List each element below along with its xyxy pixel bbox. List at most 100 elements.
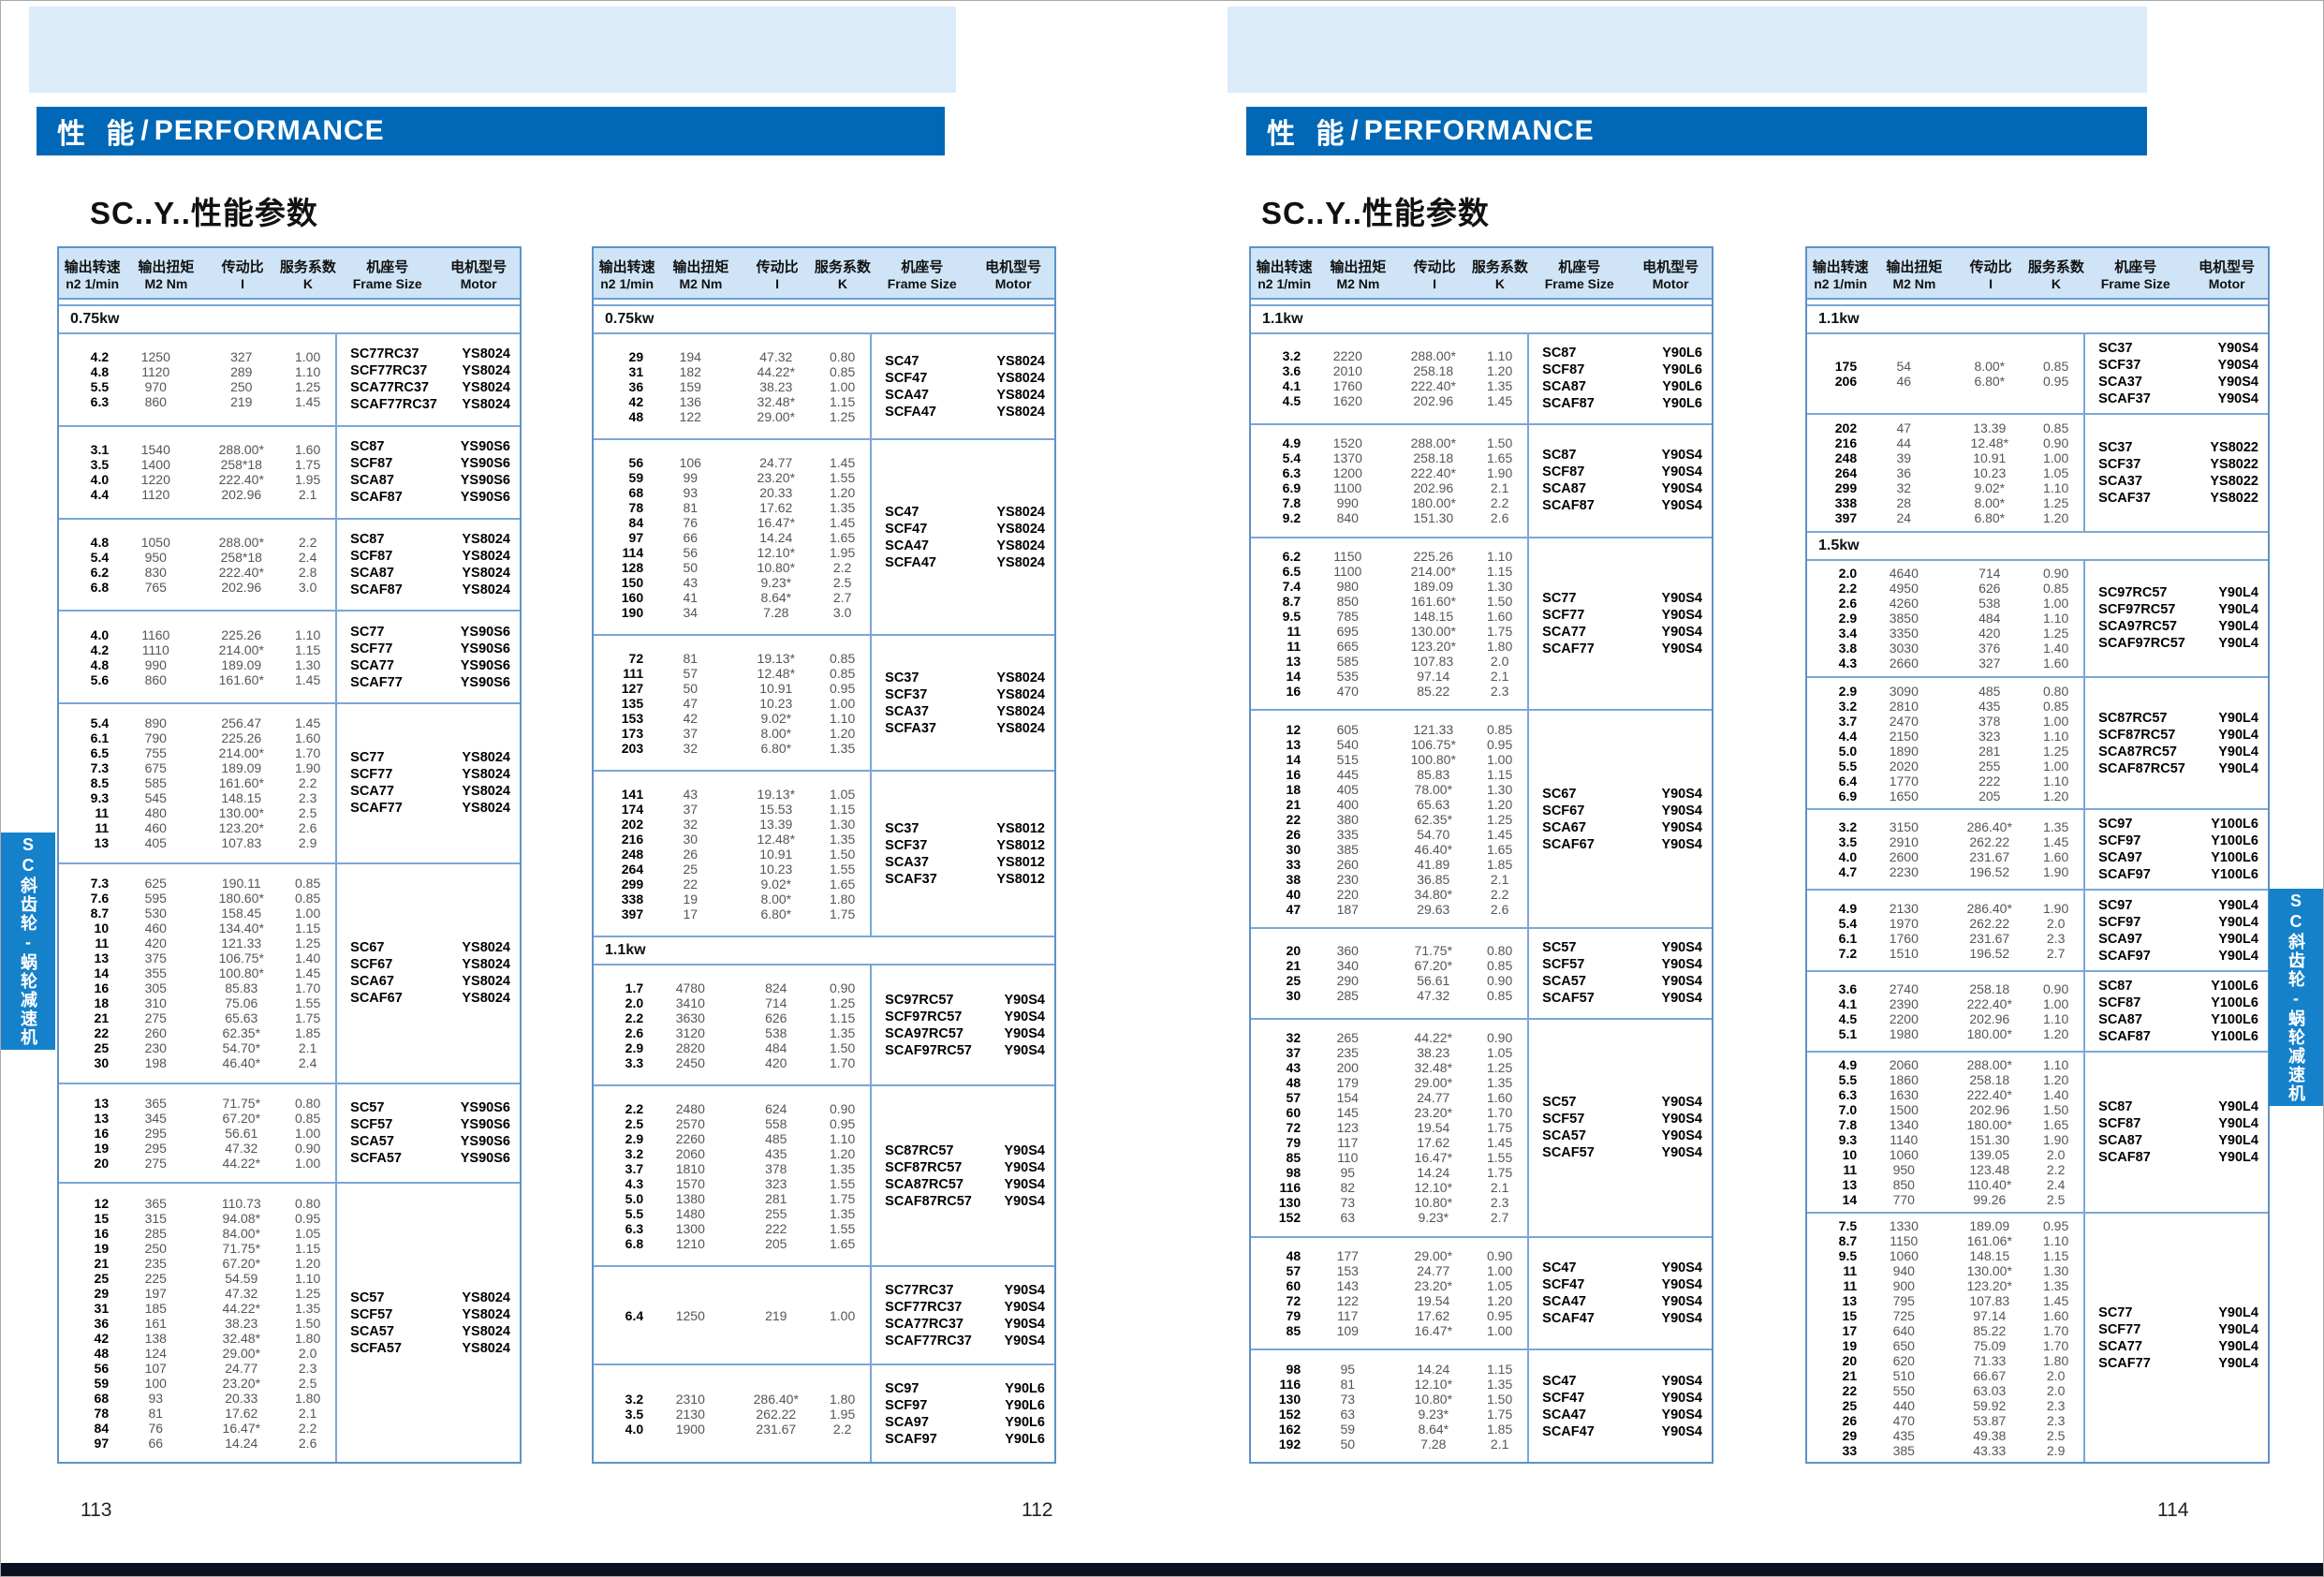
motor-model-cell: YS8022	[2210, 456, 2258, 472]
n2-speed-cell: 202	[1834, 420, 1858, 435]
torque-cell: 66	[683, 529, 699, 545]
data-row: 4.9 2130 286.40* 1.90	[1807, 901, 2083, 916]
n2-speed-cell: 37	[1286, 1045, 1302, 1061]
ratio-cell: 250	[230, 379, 253, 395]
torque-cell: 25	[683, 861, 699, 877]
torque-cell: 1120	[141, 487, 170, 503]
frame-motor-row: SCA57 Y90S4	[1542, 973, 1702, 990]
ratio-cell: 24.77	[759, 454, 793, 470]
n2-speed-cell: 13	[94, 835, 110, 851]
frame-motor-row: SCA97RC57 Y90L4	[2098, 618, 2258, 635]
service-factor-cell: 0.85	[1487, 988, 1513, 1004]
data-row: 4.4 1120 202.96 2.1	[59, 487, 335, 502]
service-factor-cell: 0.85	[2043, 581, 2069, 597]
n2-speed-cell: 19	[1842, 1337, 1858, 1353]
group-frame-block: SC47 YS8024 SCF47 YS8024 SCA47 YS8024 SCFA47 YS…	[872, 440, 1054, 634]
table-header-row: 输出转速 n2 1/min 输出扭矩 M2 Nm 传动比 I 服务系数 K 机座号 Frame S…	[1807, 248, 2268, 300]
frame-size-cell: SCA77	[350, 657, 394, 673]
torque-cell: 1110	[141, 641, 169, 657]
motor-model-cell: Y90S4	[1661, 1390, 1702, 1406]
n2-speed-cell: 15	[1842, 1307, 1858, 1323]
frame-motor-row: SC77 YS90S6	[350, 624, 510, 641]
torque-cell: 2130	[1889, 900, 1919, 916]
motor-model-cell: Y90S4	[2217, 391, 2258, 407]
torque-cell: 109	[1336, 1322, 1359, 1338]
group-frame-block: SC87 YS90S6 SCF87 YS90S6 SCA87 YS90S6 SCAF87 YS…	[337, 427, 520, 518]
header-left-block: 输出转速 n2 1/min 输出扭矩 M2 Nm 传动比 I 服务系数 K	[1251, 257, 1529, 291]
ratio-cell: 484	[1978, 611, 2001, 626]
frame-motor-row: SC97RC57 Y90L4	[2098, 584, 2258, 601]
motor-model-cell: YS8024	[462, 1306, 510, 1322]
data-row: 6.3 1630 222.40* 1.40	[1807, 1087, 2083, 1102]
frame-motor-row: SCF97RC57 Y90L4	[2098, 601, 2258, 618]
torque-cell: 1150	[1333, 548, 1362, 564]
ratio-cell: 189.09	[1969, 1217, 2010, 1233]
frame-size-cell: SCF77RC37	[885, 1299, 963, 1315]
torque-cell: 106	[679, 454, 701, 470]
data-row: 4.0 2600 231.67 1.60	[1807, 849, 2083, 864]
gear-group: 2.0 4640 714 0.90 2.2 4950 626 0.85 2.6 4260 538 1.…	[1807, 560, 2268, 679]
header-left-block: 输出转速 n2 1/min 输出扭矩 M2 Nm 传动比 I 服务系数 K	[594, 257, 872, 291]
data-row: 14 355 100.80* 1.45	[59, 965, 335, 980]
n2-speed-cell: 2.2	[625, 1010, 644, 1025]
gear-group: 48 177 29.00* 0.90 57 153 24.77 1.00 60 143 23.20*…	[1251, 1237, 1712, 1351]
ratio-cell: 47.32	[759, 348, 793, 364]
ratio-cell: 24.77	[1417, 1262, 1450, 1278]
frame-motor-row: SCA87 YS8024	[350, 565, 510, 582]
service-factor-cell: 1.55	[1487, 1150, 1513, 1166]
frame-size-cell: SC57	[350, 1099, 385, 1115]
ratio-cell: 8.00*	[1974, 494, 2006, 510]
n2-speed-cell: 4.5	[1282, 393, 1302, 409]
frame-size-cell: SCA37	[2098, 473, 2142, 489]
ratio-cell: 19.13*	[757, 650, 796, 666]
gear-group: 5.4 890 256.47 1.45 6.1 790 225.26 1.60 6.5 755 21…	[59, 704, 520, 864]
service-factor-cell: 1.25	[295, 936, 321, 951]
motor-model-cell: YS90S6	[460, 1116, 510, 1132]
torque-cell: 1210	[675, 1235, 705, 1251]
torque-cell: 385	[1892, 1442, 1915, 1458]
ratio-cell: 288.00*	[218, 442, 264, 458]
gear-group: 4.9 1520 288.00* 1.50 5.4 1370 258.18 1.65 6.3 12…	[1251, 424, 1712, 538]
n2-speed-cell: 248	[1834, 450, 1858, 465]
service-factor-cell: 1.95	[830, 544, 856, 560]
torque-cell: 400	[1336, 796, 1359, 812]
ratio-cell: 29.00*	[1414, 1075, 1453, 1091]
service-factor-cell: 0.85	[295, 1110, 321, 1126]
service-factor-cell: 1.00	[2043, 995, 2069, 1011]
frame-size-cell: SCA67	[350, 974, 394, 990]
gear-group: 29 194 47.32 0.80 31 182 44.22* 0.85 36 159 38.23 1…	[594, 334, 1054, 440]
frame-motor-row: SCF77RC37 Y90S4	[885, 1299, 1045, 1316]
service-factor-cell: 0.95	[2043, 1217, 2069, 1233]
ratio-cell: 214.00*	[218, 641, 264, 657]
group-frame-block: SC87 YS8024 SCF87 YS8024 SCA87 YS8024 SCAF87 YS…	[337, 520, 520, 611]
frame-size-cell: SCA77	[2098, 1338, 2142, 1354]
n2-speed-cell: 6.2	[90, 564, 110, 580]
ratio-cell: 20.33	[225, 1390, 258, 1406]
torque-cell: 1890	[1889, 743, 1919, 759]
ratio-cell: 180.00*	[1966, 1025, 2012, 1041]
torque-cell: 755	[144, 745, 167, 761]
gear-group: 3.2 2310 286.40* 1.80 3.5 2130 262.22 1.95 4.0 19…	[594, 1365, 1054, 1462]
n2-speed-cell: 11	[95, 820, 110, 836]
n2-speed-cell: 56	[628, 454, 644, 470]
ratio-cell: 9.23*	[760, 574, 792, 590]
data-row: 33 260 41.89 1.85	[1251, 857, 1527, 872]
torque-cell: 480	[144, 805, 167, 821]
data-row: 216 44 12.48* 0.90	[1807, 435, 2083, 450]
frame-size-cell: SC77RC37	[885, 1282, 954, 1298]
data-row: 12 605 121.33 0.85	[1251, 722, 1527, 737]
n2-speed-cell: 3.6	[1282, 363, 1302, 379]
motor-model-cell: YS90S6	[460, 490, 510, 506]
frame-motor-row: SCAF97 Y90L6	[885, 1431, 1045, 1448]
n2-speed-cell: 264	[621, 861, 644, 877]
data-row: 7.8 990 180.00* 2.2	[1251, 495, 1527, 510]
frame-motor-row: SCF47 YS8024	[885, 370, 1045, 387]
torque-cell: 970	[144, 379, 167, 395]
torque-cell: 285	[144, 1225, 167, 1241]
motor-model-cell: Y90S4	[1004, 992, 1045, 1008]
torque-cell: 50	[1340, 1436, 1356, 1452]
frame-motor-row: SCAF97RC57 Y90L4	[2098, 635, 2258, 652]
ratio-cell: 10.23	[759, 695, 793, 711]
data-row: 162 59 8.64* 1.85	[1251, 1422, 1527, 1437]
n2-speed-cell: 2.9	[1838, 683, 1858, 699]
